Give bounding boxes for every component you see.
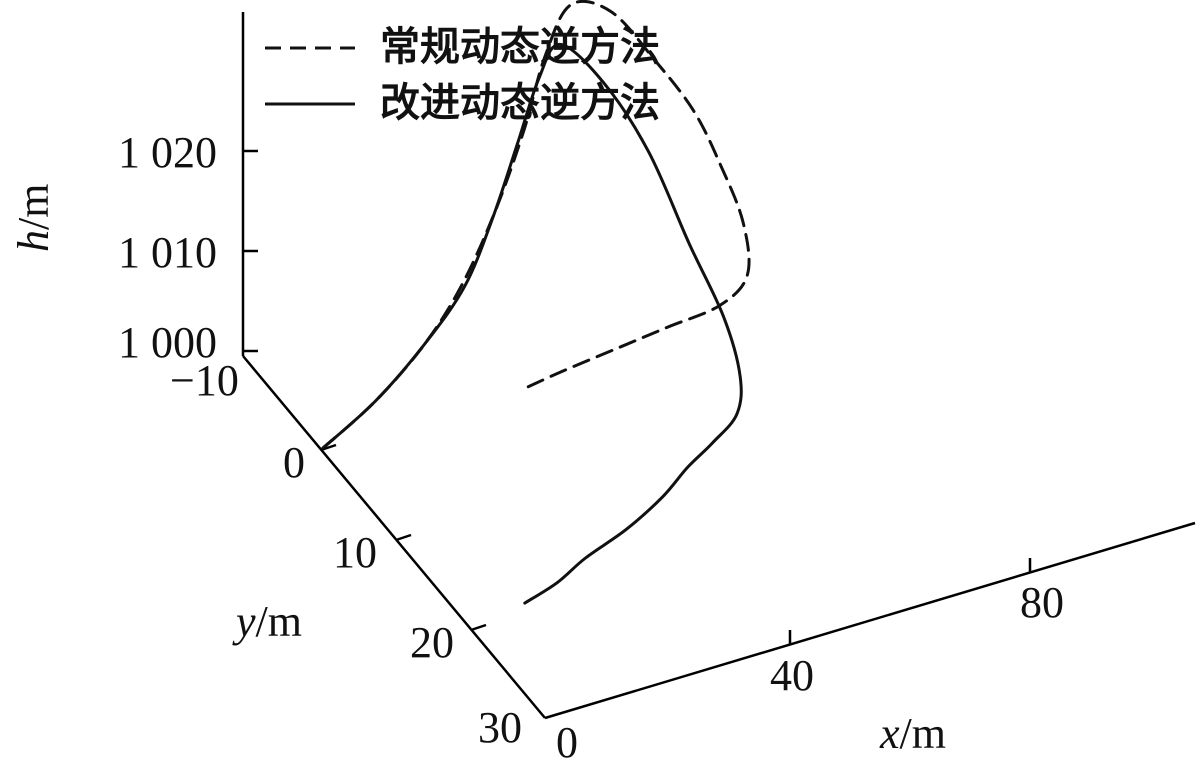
h-tick-label-1020: 1 020 — [118, 128, 217, 177]
x-tick-label-40: 40 — [770, 651, 814, 700]
series-line-conventional — [321, 0, 751, 450]
h-axis-unit: /m — [9, 184, 58, 230]
legend-label-solid: 改进动态逆方法 — [380, 80, 660, 126]
h-axis-title: h/m — [9, 184, 58, 252]
legend: 常规动态逆方法 改进动态逆方法 — [265, 24, 660, 126]
legend-label-dashed: 常规动态逆方法 — [380, 24, 660, 70]
series-line-improved — [321, 42, 743, 605]
x-axis-title: x/m — [879, 709, 946, 758]
h-axis-var: h — [9, 230, 58, 252]
y-tick-label-10: 10 — [333, 528, 377, 577]
h-tick-label-1010: 1 010 — [118, 228, 217, 277]
y-tick-20 — [470, 623, 487, 632]
y-tick-label-20: 20 — [410, 618, 454, 667]
series-layer — [321, 0, 751, 605]
x-axis-unit: /m — [900, 709, 946, 758]
y-axis-unit: /m — [256, 597, 302, 646]
y-tick-label-0: 0 — [283, 438, 305, 487]
y-tick-label-30: 30 — [478, 703, 522, 752]
y-axis-line — [242, 355, 546, 719]
h-tick-label-1000: 1 000 — [118, 318, 217, 367]
x-tick-label-80: 80 — [1020, 578, 1064, 627]
y-tick-10 — [395, 533, 412, 542]
x-tick-label-0: 0 — [556, 718, 578, 767]
y-axis-title: y/m — [232, 597, 302, 646]
y-tick-label-neg10: −10 — [170, 356, 239, 405]
y-axis-var: y — [232, 597, 256, 646]
x-axis-var: x — [879, 709, 900, 758]
x-axis-line — [544, 521, 1196, 720]
